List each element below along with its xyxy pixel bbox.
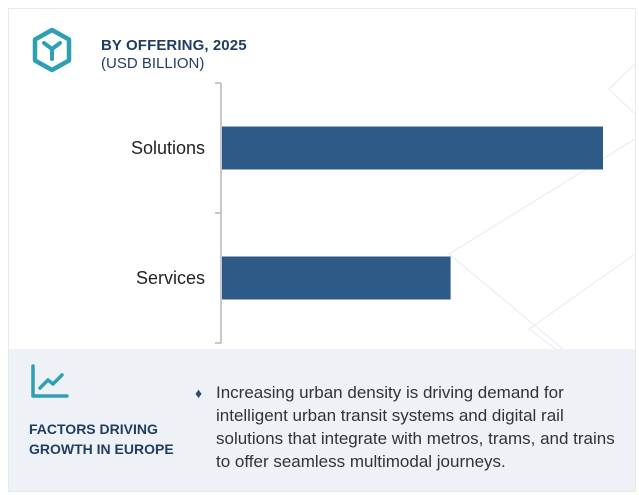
trend-line-icon xyxy=(31,364,69,398)
chart-title: BY OFFERING, 2025 xyxy=(101,37,247,54)
category-label-services: Services xyxy=(136,268,205,288)
factor-bullet-text: Increasing urban density is driving dema… xyxy=(216,383,615,471)
chart-subtitle: (USD BILLION) xyxy=(101,55,205,72)
hexagon-y-icon xyxy=(32,27,72,73)
factors-title: FACTORS DRIVING GROWTH IN EUROPE xyxy=(29,421,174,457)
bar-chart: Solutions Services xyxy=(131,82,603,344)
category-label-solutions: Solutions xyxy=(131,138,205,158)
chart-card: Solutions Services BY OFFERING, 2025 (USD… xyxy=(8,8,636,492)
factors-panel: FACTORS DRIVING GROWTH IN EUROPE ♦ Incre… xyxy=(9,349,635,491)
bar-services xyxy=(222,256,451,300)
bar-solutions xyxy=(222,126,603,170)
diamond-icon: ♦ xyxy=(195,385,203,401)
